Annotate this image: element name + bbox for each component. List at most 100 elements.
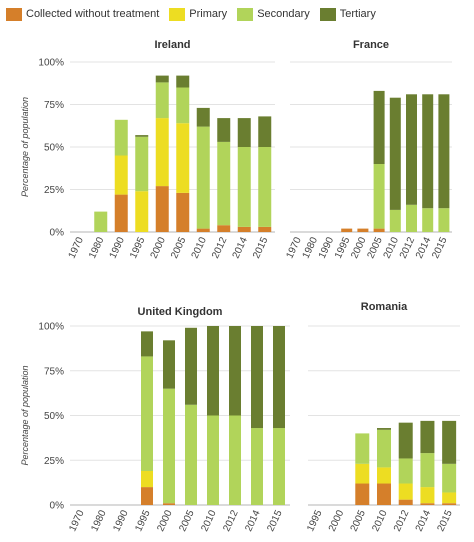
romania-xtick-2014: 2014 (414, 508, 434, 533)
romania-bar-2005-primary (355, 463, 370, 484)
ireland-bar-2000-primary (155, 118, 169, 187)
united-kingdom-ytick-50: 50% (44, 411, 64, 422)
ireland-bar-1995-tertiary (135, 135, 149, 137)
united-kingdom-bar-2005-tertiary (185, 327, 197, 405)
ireland-bar-2005-secondary (176, 87, 190, 124)
ireland-ytick-75: 75% (44, 100, 64, 111)
united-kingdom-bar-2010-tertiary (207, 326, 219, 416)
united-kingdom-bar-2015-secondary (273, 428, 285, 505)
legend-swatch-untreated (6, 7, 22, 21)
united-kingdom-xtick-2005: 2005 (177, 508, 197, 533)
united-kingdom-xtick-2015: 2015 (265, 508, 285, 533)
united-kingdom-xtick-2000: 2000 (155, 508, 175, 533)
ireland-ylabel: Percentage of population (20, 97, 30, 197)
france-bar-2015-tertiary (438, 94, 450, 209)
ireland-bar-2012-tertiary (217, 118, 231, 142)
romania-bar-2015-tertiary (442, 420, 457, 464)
united-kingdom-bar-2015-tertiary (273, 326, 285, 429)
france-bar-2014-tertiary (422, 94, 434, 209)
united-kingdom-bar-2000-tertiary (163, 340, 175, 389)
ireland-bar-2015-tertiary (258, 116, 272, 147)
united-kingdom-xtick-2014: 2014 (243, 508, 263, 533)
ireland-bar-2005-primary (176, 123, 190, 193)
legend-label-tertiary: Tertiary (339, 8, 376, 20)
ireland-xtick-2014: 2014 (231, 235, 251, 260)
united-kingdom-xtick-1970: 1970 (67, 508, 87, 533)
ireland-bar-1990-untreated (114, 194, 128, 232)
romania-bar-2010-primary (377, 467, 391, 484)
ireland-bar-2000-secondary (155, 82, 169, 119)
united-kingdom-ytick-0: 0% (50, 501, 65, 512)
ireland-bar-1980-secondary (94, 211, 108, 232)
legend-label-primary: Primary (189, 8, 228, 20)
ireland-bar-2014-untreated (237, 226, 251, 232)
united-kingdom-xtick-1980: 1980 (89, 508, 109, 533)
ireland-bar-2015-secondary (258, 147, 272, 227)
romania-xtick-2010: 2010 (370, 508, 390, 533)
romania-bar-2014-untreated (420, 503, 435, 505)
romania-bar-2012-primary (398, 483, 413, 500)
ireland-bar-2010-secondary (196, 126, 210, 229)
legend-swatch-primary (169, 7, 186, 21)
france-bar-2015-secondary (438, 208, 450, 232)
romania-bar-2005-secondary (355, 433, 370, 464)
ireland-xtick-2000: 2000 (149, 235, 169, 260)
romania-bar-2010-secondary (377, 429, 391, 468)
romania-bar-2015-secondary (442, 463, 457, 493)
romania-xtick-1995: 1995 (305, 508, 325, 533)
legend-swatch-tertiary (319, 7, 336, 21)
ireland-bar-1995-secondary (135, 136, 149, 192)
france-bar-2010-secondary (389, 209, 401, 232)
romania-bar-2012-untreated (398, 499, 413, 505)
legend-item-tertiary: Tertiary (319, 7, 376, 21)
united-kingdom-title: United Kingdom (138, 306, 223, 318)
france-bar-2000-untreated (357, 228, 369, 232)
legend-item-secondary: Secondary (237, 7, 310, 21)
ireland-bar-2012-untreated (217, 225, 231, 232)
ireland-bar-2000-tertiary (155, 75, 169, 83)
france-bar-2005-tertiary (373, 90, 385, 164)
romania-bar-2012-secondary (398, 458, 413, 484)
ireland-bar-2012-secondary (217, 141, 231, 226)
ireland-ytick-25: 25% (44, 185, 64, 196)
france-bar-2005-untreated (373, 228, 385, 232)
united-kingdom-xtick-1995: 1995 (133, 508, 153, 533)
united-kingdom-bar-2005-secondary (185, 404, 197, 505)
ireland-bar-1990-primary (114, 155, 128, 195)
legend-item-untreated: Collected without treatment (6, 7, 159, 21)
united-kingdom-bar-2014-tertiary (251, 326, 263, 429)
romania-bar-2014-primary (420, 487, 435, 504)
united-kingdom-bar-2014-secondary (251, 428, 263, 505)
ireland-xtick-2010: 2010 (190, 235, 210, 260)
france-bar-2010-tertiary (389, 97, 401, 210)
romania-xtick-2012: 2012 (392, 508, 412, 533)
romania-bar-2014-secondary (420, 453, 435, 488)
united-kingdom-bar-1995-tertiary (141, 331, 153, 357)
ireland-xtick-1990: 1990 (108, 235, 128, 260)
romania-bar-2015-primary (442, 492, 457, 504)
france-bar-2005-secondary (373, 164, 385, 229)
romania-title: Romania (361, 301, 408, 313)
romania-bar-2015-untreated (442, 503, 457, 505)
ireland-ytick-50: 50% (44, 143, 64, 154)
france-bar-2012-secondary (406, 204, 417, 232)
legend-swatch-secondary (237, 7, 254, 21)
ireland-bar-2014-tertiary (237, 118, 251, 147)
united-kingdom-bar-2012-tertiary (229, 326, 241, 416)
ireland-xtick-2005: 2005 (169, 235, 189, 260)
united-kingdom-ylabel: Percentage of population (20, 365, 30, 465)
united-kingdom-bar-2000-secondary (163, 388, 175, 504)
united-kingdom-ytick-75: 75% (44, 366, 64, 377)
ireland-bar-2015-untreated (258, 226, 272, 232)
ireland-xtick-1995: 1995 (128, 235, 148, 260)
romania-bar-2010-tertiary (377, 428, 391, 430)
france-bar-1995-untreated (341, 228, 353, 232)
ireland-bar-1990-secondary (114, 119, 128, 156)
ireland-bar-2000-untreated (155, 186, 169, 232)
united-kingdom-xtick-1990: 1990 (111, 508, 131, 533)
united-kingdom-bar-1995-untreated (141, 487, 153, 505)
romania-bar-2012-tertiary (398, 422, 413, 459)
united-kingdom-bar-2000-untreated (163, 503, 175, 505)
ireland-ytick-100: 100% (38, 58, 64, 69)
